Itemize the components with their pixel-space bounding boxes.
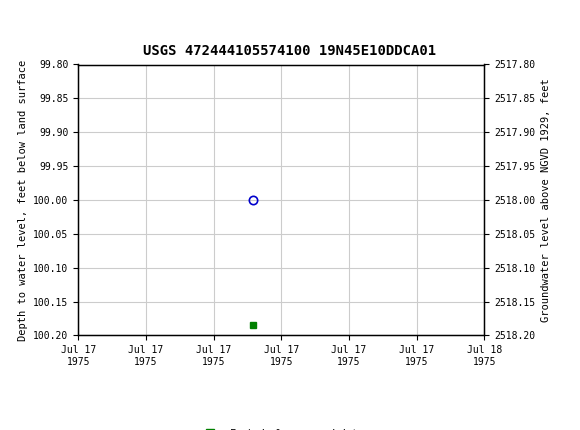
Y-axis label: Depth to water level, feet below land surface: Depth to water level, feet below land su…	[18, 59, 28, 341]
Text: USGS 472444105574100 19N45E10DDCA01: USGS 472444105574100 19N45E10DDCA01	[143, 44, 437, 58]
Legend: Period of approved data: Period of approved data	[194, 425, 368, 430]
Text: USGS: USGS	[70, 16, 129, 35]
Text: ≈: ≈	[12, 12, 35, 40]
Y-axis label: Groundwater level above NGVD 1929, feet: Groundwater level above NGVD 1929, feet	[541, 78, 550, 322]
